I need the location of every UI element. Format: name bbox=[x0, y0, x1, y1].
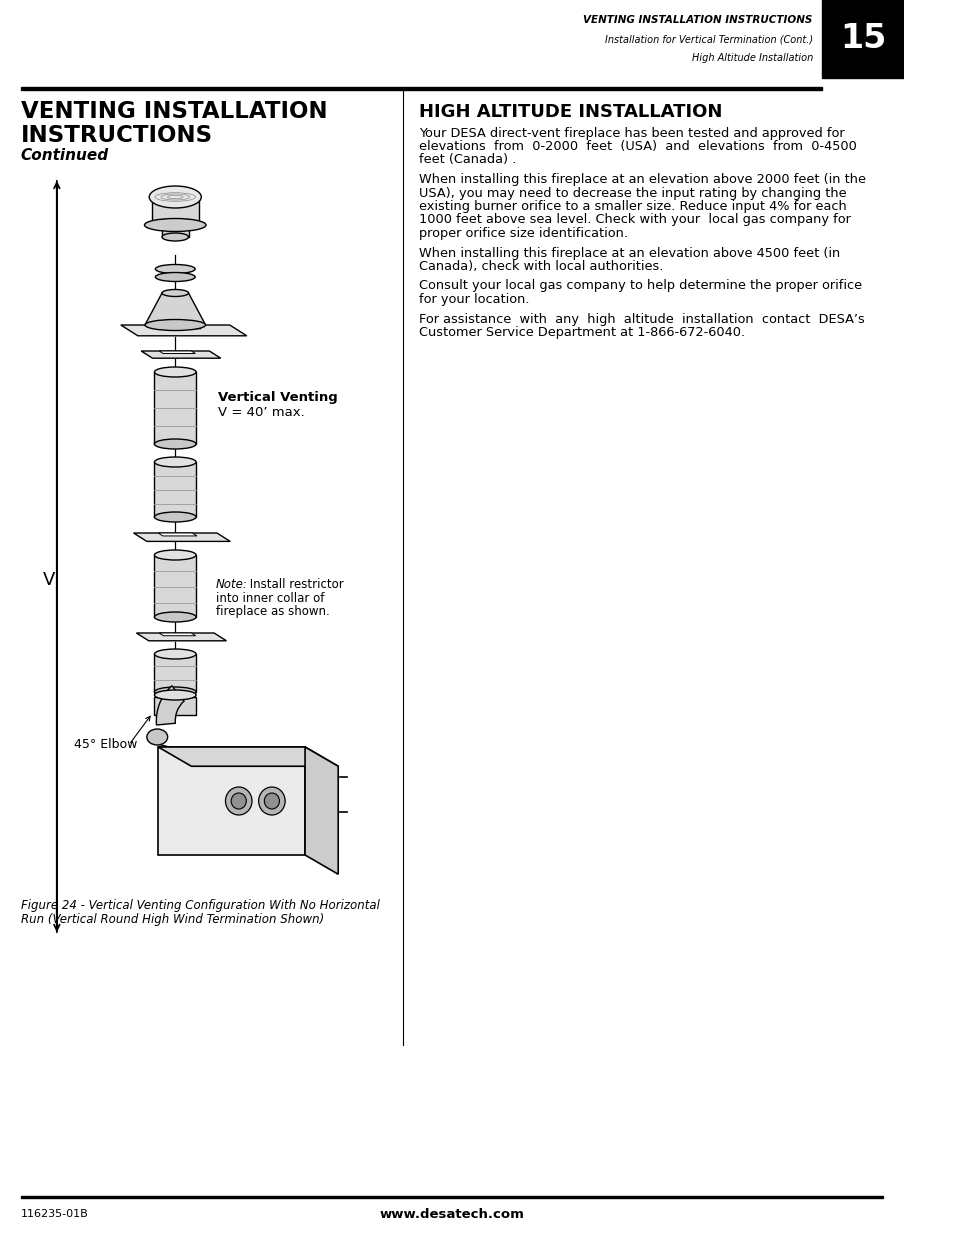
Polygon shape bbox=[159, 351, 195, 353]
Bar bbox=[821, 0, 902, 78]
Polygon shape bbox=[158, 534, 196, 536]
Ellipse shape bbox=[155, 273, 195, 282]
Ellipse shape bbox=[149, 186, 201, 207]
Ellipse shape bbox=[154, 367, 196, 377]
Bar bbox=[154, 555, 196, 618]
Text: 116235-01B: 116235-01B bbox=[21, 1209, 89, 1219]
Ellipse shape bbox=[258, 787, 285, 815]
Polygon shape bbox=[133, 534, 230, 541]
Polygon shape bbox=[145, 293, 205, 325]
Bar bbox=[158, 747, 305, 855]
Text: VENTING INSTALLATION: VENTING INSTALLATION bbox=[21, 100, 327, 124]
Text: Your DESA direct-vent fireplace has been tested and approved for: Your DESA direct-vent fireplace has been… bbox=[418, 126, 843, 140]
Text: Canada), check with local authorities.: Canada), check with local authorities. bbox=[418, 261, 662, 273]
Polygon shape bbox=[136, 634, 226, 641]
Polygon shape bbox=[305, 747, 338, 874]
Text: VENTING INSTALLATION INSTRUCTIONS: VENTING INSTALLATION INSTRUCTIONS bbox=[583, 15, 812, 25]
Ellipse shape bbox=[147, 729, 168, 745]
Text: for your location.: for your location. bbox=[418, 293, 529, 306]
Ellipse shape bbox=[264, 793, 279, 809]
Text: INSTRUCTIONS: INSTRUCTIONS bbox=[21, 125, 213, 147]
Polygon shape bbox=[121, 325, 247, 336]
Text: V: V bbox=[43, 571, 55, 589]
Ellipse shape bbox=[155, 264, 195, 273]
Ellipse shape bbox=[154, 457, 196, 467]
Polygon shape bbox=[159, 634, 195, 636]
Polygon shape bbox=[158, 747, 338, 766]
Ellipse shape bbox=[154, 650, 196, 659]
Ellipse shape bbox=[154, 550, 196, 559]
Bar bbox=[21, 1195, 882, 1198]
Text: existing burner orifice to a smaller size. Reduce input 4% for each: existing burner orifice to a smaller siz… bbox=[418, 200, 845, 212]
Text: Run (Vertical Round High Wind Termination Shown): Run (Vertical Round High Wind Terminatio… bbox=[21, 914, 324, 926]
Text: Customer Service Department at 1-866-672-6040.: Customer Service Department at 1-866-672… bbox=[418, 326, 744, 338]
Text: Figure 24 - Vertical Venting Configuration With No Horizontal: Figure 24 - Vertical Venting Configurati… bbox=[21, 899, 379, 911]
Text: fireplace as shown.: fireplace as shown. bbox=[215, 604, 330, 618]
Ellipse shape bbox=[225, 787, 252, 815]
Text: For assistance  with  any  high  altitude  installation  contact  DESA’s: For assistance with any high altitude in… bbox=[418, 312, 863, 326]
Ellipse shape bbox=[162, 289, 189, 296]
Text: Install restrictor: Install restrictor bbox=[246, 578, 344, 592]
Ellipse shape bbox=[154, 513, 196, 522]
Text: 1000 feet above sea level. Check with your  local gas company for: 1000 feet above sea level. Check with yo… bbox=[418, 214, 850, 226]
Bar bbox=[152, 198, 199, 225]
Ellipse shape bbox=[154, 687, 196, 697]
Ellipse shape bbox=[145, 320, 205, 331]
Text: elevations  from  0-2000  feet  (USA)  and  elevations  from  0-4500: elevations from 0-2000 feet (USA) and el… bbox=[418, 140, 856, 153]
Text: Installation for Vertical Termination (Cont.): Installation for Vertical Termination (C… bbox=[604, 35, 812, 44]
Ellipse shape bbox=[231, 793, 246, 809]
Text: Consult your local gas company to help determine the proper orifice: Consult your local gas company to help d… bbox=[418, 279, 861, 293]
Text: into inner collar of: into inner collar of bbox=[215, 592, 324, 604]
Text: USA), you may need to decrease the input rating by changing the: USA), you may need to decrease the input… bbox=[418, 186, 845, 200]
Bar bbox=[21, 86, 821, 90]
Text: When installing this fireplace at an elevation above 4500 feet (in: When installing this fireplace at an ele… bbox=[418, 247, 839, 259]
Bar bbox=[154, 462, 196, 517]
Text: When installing this fireplace at an elevation above 2000 feet (in the: When installing this fireplace at an ele… bbox=[418, 173, 864, 186]
Text: 15: 15 bbox=[839, 22, 885, 56]
Text: V = 40’ max.: V = 40’ max. bbox=[217, 406, 304, 420]
Text: Note:: Note: bbox=[215, 578, 248, 592]
Wedge shape bbox=[156, 685, 184, 725]
Ellipse shape bbox=[154, 438, 196, 450]
Bar bbox=[154, 697, 196, 715]
Polygon shape bbox=[141, 351, 220, 358]
Ellipse shape bbox=[154, 613, 196, 622]
Text: proper orifice size identification.: proper orifice size identification. bbox=[418, 227, 627, 240]
Text: Vertical Venting: Vertical Venting bbox=[217, 390, 337, 404]
Text: 45° Elbow: 45° Elbow bbox=[73, 739, 137, 752]
Ellipse shape bbox=[154, 690, 196, 700]
Text: HIGH ALTITUDE INSTALLATION: HIGH ALTITUDE INSTALLATION bbox=[418, 103, 721, 121]
Text: www.desatech.com: www.desatech.com bbox=[379, 1208, 524, 1220]
Bar bbox=[154, 372, 196, 445]
Bar bbox=[154, 655, 196, 692]
Ellipse shape bbox=[162, 233, 189, 241]
Ellipse shape bbox=[144, 219, 206, 231]
Bar bbox=[162, 219, 189, 237]
Text: Continued: Continued bbox=[21, 148, 109, 163]
Text: High Altitude Installation: High Altitude Installation bbox=[691, 53, 812, 63]
Polygon shape bbox=[155, 325, 201, 329]
Text: feet (Canada) .: feet (Canada) . bbox=[418, 153, 516, 167]
